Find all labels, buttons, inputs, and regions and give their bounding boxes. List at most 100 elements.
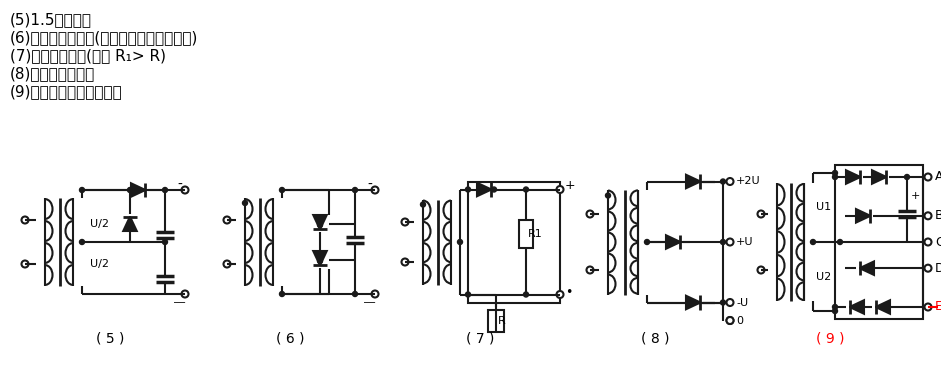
Text: ( 6 ): ( 6 ) [276, 331, 304, 345]
Polygon shape [686, 175, 700, 188]
Text: ―: ― [364, 297, 375, 307]
Circle shape [182, 291, 188, 298]
Circle shape [721, 239, 726, 245]
Circle shape [22, 261, 28, 268]
Circle shape [372, 291, 378, 298]
Circle shape [243, 200, 247, 206]
Circle shape [586, 266, 594, 273]
Circle shape [904, 174, 910, 179]
Text: -: - [178, 178, 183, 192]
Circle shape [605, 193, 611, 198]
Circle shape [924, 303, 932, 310]
Circle shape [556, 291, 564, 298]
Text: U1: U1 [816, 202, 831, 213]
Text: +2U: +2U [736, 177, 760, 186]
Text: (5)1.5倍压电路: (5)1.5倍压电路 [10, 12, 92, 27]
Text: +: + [565, 179, 576, 192]
Circle shape [726, 178, 733, 185]
Polygon shape [313, 251, 327, 266]
Circle shape [726, 239, 733, 245]
Circle shape [372, 186, 378, 193]
Text: ( 8 ): ( 8 ) [641, 331, 669, 345]
Polygon shape [850, 300, 864, 314]
Text: R: R [498, 316, 505, 326]
Circle shape [523, 187, 529, 192]
Circle shape [721, 179, 726, 184]
Text: (9)五种电压输出整流电路: (9)五种电压输出整流电路 [10, 84, 122, 99]
Text: ( 7 ): ( 7 ) [466, 331, 494, 345]
Polygon shape [686, 296, 700, 309]
Circle shape [421, 202, 425, 207]
Circle shape [353, 291, 358, 296]
Circle shape [833, 170, 837, 176]
Circle shape [402, 259, 408, 266]
Circle shape [491, 187, 497, 192]
Circle shape [129, 188, 134, 193]
Text: B: B [935, 209, 941, 222]
Circle shape [833, 308, 837, 314]
Circle shape [924, 265, 932, 272]
Text: U/2: U/2 [90, 219, 109, 229]
Polygon shape [875, 300, 890, 314]
Circle shape [721, 300, 726, 305]
Circle shape [163, 188, 167, 193]
Circle shape [466, 292, 470, 297]
Polygon shape [123, 216, 136, 231]
Text: +U: +U [736, 237, 754, 247]
Polygon shape [666, 235, 680, 249]
Text: 0: 0 [736, 316, 743, 326]
Polygon shape [856, 209, 870, 223]
Circle shape [726, 317, 733, 324]
Polygon shape [477, 183, 491, 196]
Circle shape [466, 187, 470, 192]
Circle shape [758, 211, 764, 218]
Text: (6)全波整流新电路(二极管可接接地散热片): (6)全波整流新电路(二极管可接接地散热片) [10, 30, 199, 45]
Bar [488, 310, 504, 332]
Text: U/2: U/2 [90, 259, 109, 269]
Circle shape [224, 216, 231, 223]
Circle shape [279, 188, 284, 193]
Circle shape [810, 239, 816, 245]
Text: A: A [935, 170, 941, 184]
Text: C: C [935, 236, 941, 248]
Circle shape [523, 292, 529, 297]
Circle shape [586, 211, 594, 218]
Circle shape [317, 223, 323, 227]
Text: D: D [935, 262, 941, 275]
Text: ( 5 ): ( 5 ) [96, 331, 124, 345]
Circle shape [182, 186, 188, 193]
Bar [519, 220, 533, 248]
Circle shape [79, 188, 85, 193]
Circle shape [22, 216, 28, 223]
Circle shape [279, 291, 284, 296]
Polygon shape [872, 170, 886, 184]
Circle shape [353, 188, 358, 193]
Text: ―: ― [174, 297, 185, 307]
Text: (8)三倍压整流电路: (8)三倍压整流电路 [10, 66, 95, 81]
Circle shape [726, 317, 733, 324]
Circle shape [163, 239, 167, 245]
Circle shape [924, 174, 932, 181]
Text: E: E [935, 301, 941, 314]
Circle shape [726, 299, 733, 306]
Circle shape [833, 305, 837, 310]
Circle shape [317, 259, 323, 264]
Text: +: + [911, 191, 920, 201]
Circle shape [402, 218, 408, 225]
Circle shape [79, 239, 85, 245]
Circle shape [924, 212, 932, 219]
Polygon shape [313, 215, 327, 229]
Text: ( 9 ): ( 9 ) [816, 331, 844, 345]
Polygon shape [131, 183, 146, 197]
Circle shape [224, 261, 231, 268]
Circle shape [833, 174, 837, 179]
Circle shape [457, 239, 462, 245]
Circle shape [758, 266, 764, 273]
Bar [468, 181, 560, 303]
Circle shape [924, 239, 932, 245]
Bar [835, 165, 923, 319]
Circle shape [837, 239, 842, 245]
Text: •: • [565, 286, 572, 299]
Circle shape [556, 186, 564, 193]
Text: -: - [368, 178, 373, 192]
